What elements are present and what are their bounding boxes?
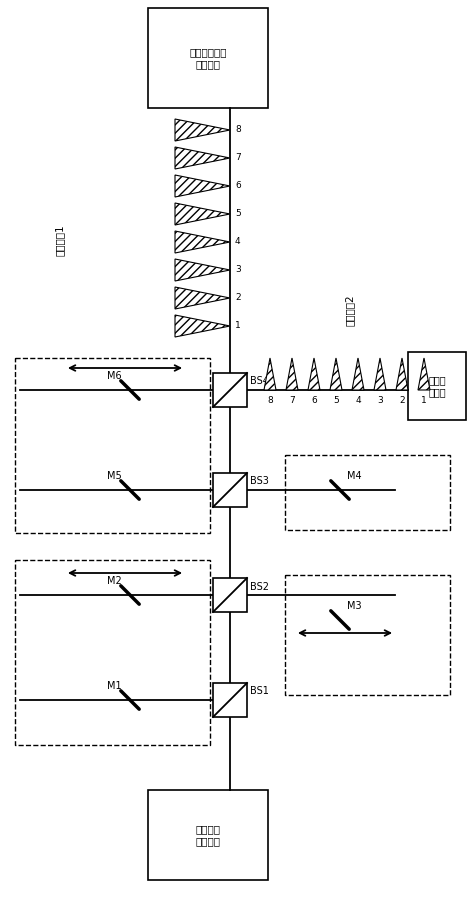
Text: 7: 7 — [235, 153, 241, 162]
Text: 4: 4 — [355, 396, 361, 405]
Polygon shape — [175, 203, 230, 225]
Text: M4: M4 — [347, 471, 361, 481]
Bar — [213, 683, 247, 717]
Text: 脉冲序列2: 脉冲序列2 — [345, 294, 355, 326]
Text: 2: 2 — [235, 293, 241, 302]
Bar — [285, 575, 450, 695]
Text: M3: M3 — [347, 601, 361, 611]
Polygon shape — [175, 119, 230, 141]
Text: 5: 5 — [333, 396, 339, 405]
Text: 倒射前沿脚冲
光产生器: 倒射前沿脚冲 光产生器 — [189, 47, 227, 69]
Text: 太赫兹
产生器: 太赫兹 产生器 — [428, 375, 446, 397]
Bar — [285, 455, 450, 530]
Bar — [148, 8, 268, 108]
Text: 6: 6 — [311, 396, 317, 405]
Polygon shape — [396, 358, 408, 390]
Polygon shape — [286, 358, 298, 390]
Text: 8: 8 — [235, 125, 241, 134]
Polygon shape — [175, 175, 230, 197]
Text: BS2: BS2 — [250, 582, 269, 592]
Polygon shape — [264, 358, 276, 390]
Polygon shape — [175, 315, 230, 337]
Text: 1: 1 — [421, 396, 427, 405]
Text: M1: M1 — [107, 681, 121, 691]
Polygon shape — [352, 358, 364, 390]
Text: 宽带脉冲
光产生器: 宽带脉冲 光产生器 — [196, 824, 220, 846]
Bar — [408, 352, 466, 420]
Text: BS4: BS4 — [250, 376, 269, 386]
Bar — [213, 373, 247, 407]
Bar — [213, 578, 247, 612]
Text: 2: 2 — [399, 396, 405, 405]
Bar — [15, 358, 210, 533]
Text: 8: 8 — [267, 396, 273, 405]
Text: 脉冲序列1: 脉冲序列1 — [55, 225, 65, 256]
Text: M5: M5 — [107, 471, 121, 481]
Polygon shape — [418, 358, 430, 390]
Polygon shape — [330, 358, 342, 390]
Polygon shape — [175, 287, 230, 309]
Polygon shape — [175, 259, 230, 281]
Text: 6: 6 — [235, 181, 241, 190]
Text: BS1: BS1 — [250, 686, 269, 696]
Bar — [15, 560, 210, 745]
Text: 1: 1 — [235, 321, 241, 330]
Polygon shape — [175, 147, 230, 169]
Polygon shape — [175, 231, 230, 253]
Bar — [148, 790, 268, 880]
Polygon shape — [308, 358, 320, 390]
Text: 3: 3 — [377, 396, 383, 405]
Text: BS3: BS3 — [250, 476, 269, 486]
Text: M6: M6 — [107, 371, 121, 381]
Text: 7: 7 — [289, 396, 295, 405]
Bar — [213, 473, 247, 507]
Polygon shape — [374, 358, 386, 390]
Text: 5: 5 — [235, 209, 241, 218]
Text: M2: M2 — [107, 576, 121, 586]
Text: 3: 3 — [235, 265, 241, 274]
Text: 4: 4 — [235, 237, 241, 246]
